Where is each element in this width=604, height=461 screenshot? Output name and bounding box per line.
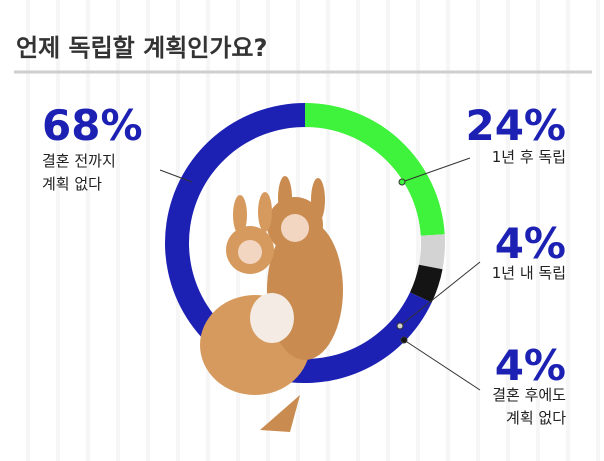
donut-segment	[418, 234, 445, 270]
category-label: 1년 후 독립	[491, 148, 566, 166]
category-label: 결혼 후에도 계획 없다	[492, 386, 566, 427]
value-label: 4%	[494, 341, 566, 390]
donut	[164, 102, 445, 383]
leader-lines	[159, 157, 481, 391]
illustration	[200, 176, 343, 432]
title: 언제 독립할 계획인가요?	[16, 34, 268, 62]
donut-segment	[409, 264, 443, 303]
value-label: 68%	[42, 101, 143, 150]
category-label: 결혼 전까지 계획 없다	[42, 152, 116, 193]
donut-segment	[305, 103, 445, 236]
value-label: 4%	[494, 219, 566, 268]
category-label: 1년 내 독립	[491, 264, 566, 282]
value-label: 24%	[465, 101, 566, 150]
